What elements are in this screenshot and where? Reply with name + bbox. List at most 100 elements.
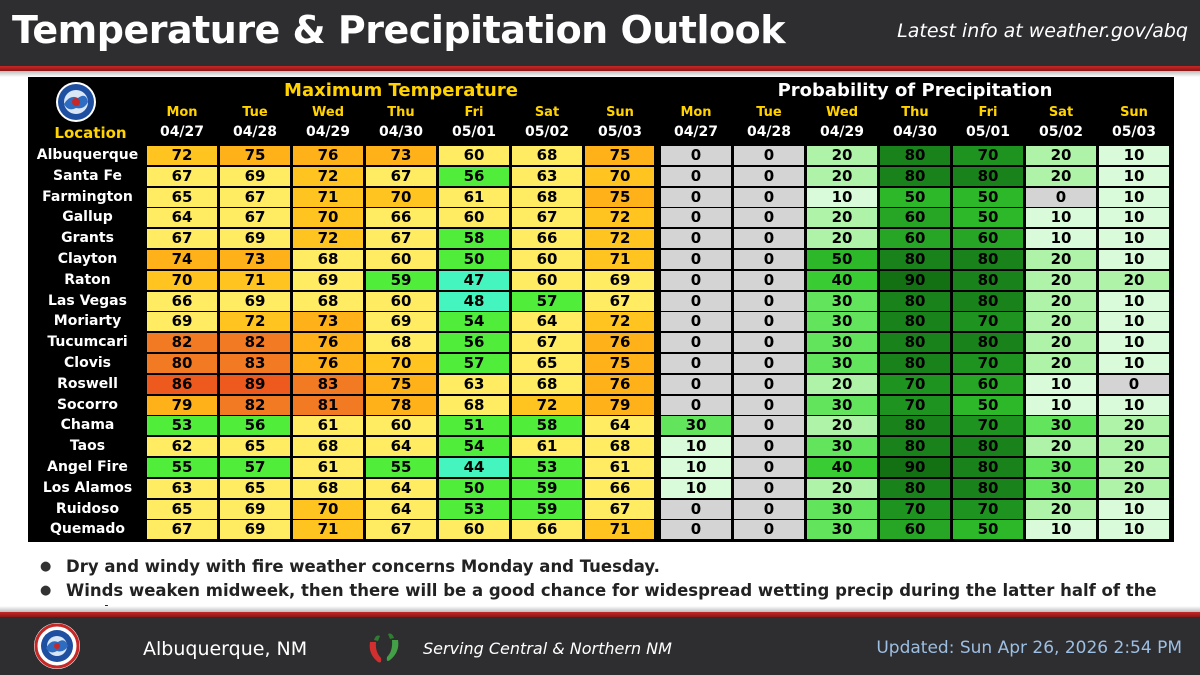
max-temp-cell: 54 <box>438 436 510 458</box>
max-temp-cell: 67 <box>584 498 656 520</box>
location-name: Chama <box>60 417 115 434</box>
pop-cell: 50 <box>879 186 951 208</box>
pop-cell: 0 <box>660 353 732 374</box>
max-temp-cell: 56 <box>438 165 510 187</box>
max-temp-cell: 64 <box>511 311 583 333</box>
pop-cell: 0 <box>733 519 805 541</box>
max-temp-cell: 61 <box>511 436 583 458</box>
pop-cell: 70 <box>879 394 951 416</box>
date-label: 04/29 <box>819 124 865 140</box>
col-header-pop-tue: Tue 04/28 <box>733 104 805 141</box>
pop-cell: 70 <box>952 498 1024 520</box>
max-temp-cell: 70 <box>292 498 364 520</box>
max-temp-cell: 75 <box>584 353 656 374</box>
pop-cell: 90 <box>879 457 951 478</box>
pop-cell: 0 <box>660 311 732 333</box>
max-temp-cell: 80 <box>146 353 218 374</box>
pop-cell: 80 <box>952 249 1024 270</box>
pop-cell: 80 <box>879 165 951 187</box>
pop-cell: 80 <box>879 436 951 458</box>
pop-cell: 0 <box>733 269 805 291</box>
max-temp-cell: 66 <box>511 519 583 541</box>
max-temp-cell: 76 <box>584 332 656 354</box>
pop-cell: 30 <box>806 394 878 416</box>
max-temp-cell: 82 <box>219 332 291 354</box>
max-temp-cell: 68 <box>365 332 437 354</box>
pop-cell: 10 <box>1098 145 1170 166</box>
table-row: Chama 53 56 61 60 51 58 64 30 0 20 80 70 30 20 <box>32 415 1172 437</box>
pop-cell: 0 <box>660 373 732 395</box>
pop-cell: 0 <box>733 228 805 250</box>
max-temp-cell: 57 <box>511 290 583 312</box>
pop-cell: 80 <box>879 415 951 437</box>
nws-logo-icon <box>34 623 80 669</box>
max-temp-cell: 70 <box>365 353 437 374</box>
max-temp-cell: 73 <box>219 249 291 270</box>
max-temp-cell: 67 <box>146 519 218 541</box>
max-temp-cell: 64 <box>365 477 437 499</box>
pop-cell: 0 <box>1025 186 1097 208</box>
max-temp-cell: 68 <box>292 290 364 312</box>
pop-cell: 20 <box>1025 249 1097 270</box>
pop-cell: 0 <box>733 498 805 520</box>
latest-info-link[interactable]: Latest info at weather.gov/abq <box>897 20 1188 42</box>
day-label: Fri <box>978 105 998 120</box>
max-temp-cell: 63 <box>511 165 583 187</box>
max-temp-cell: 44 <box>438 457 510 478</box>
pop-cell: 20 <box>1025 290 1097 312</box>
pop-cell: 20 <box>1025 145 1097 166</box>
max-temp-cell: 75 <box>584 145 656 166</box>
header-accent-bar <box>0 66 1200 71</box>
pop-cell: 0 <box>733 457 805 478</box>
pop-cell: 10 <box>660 477 732 499</box>
max-temp-cell: 68 <box>292 436 364 458</box>
max-temp-cell: 57 <box>438 353 510 374</box>
col-header-max-thu: Thu 04/30 <box>365 104 437 141</box>
max-temp-cell: 72 <box>292 228 364 250</box>
date-label: 04/30 <box>378 124 424 140</box>
max-temp-cell: 60 <box>365 415 437 437</box>
location-name: Tucumcari <box>47 334 128 351</box>
table-row: Grants 67 69 72 67 58 66 72 0 0 20 60 60 10 10 <box>32 228 1172 250</box>
pop-cell: 10 <box>1098 249 1170 270</box>
table-row: Angel Fire 55 57 61 55 44 53 61 10 0 40 90 80 30 20 <box>32 457 1172 478</box>
pop-cell: 10 <box>1098 332 1170 354</box>
table-row: Las Vegas 66 69 68 60 48 57 67 0 0 30 80 80 20 10 <box>32 290 1172 312</box>
pop-cell: 0 <box>733 290 805 312</box>
max-temp-cell: 75 <box>584 186 656 208</box>
location-name: Quemado <box>49 521 126 538</box>
max-temp-cell: 61 <box>584 457 656 478</box>
footer-shadow <box>0 606 1200 612</box>
pop-cell: 70 <box>879 373 951 395</box>
max-temp-cell: 57 <box>219 457 291 478</box>
pop-cell: 0 <box>660 394 732 416</box>
table-row: Raton 70 71 69 59 47 60 69 0 0 40 90 80 20 20 <box>32 269 1172 291</box>
date-label: 04/27 <box>673 124 719 140</box>
table-row: Santa Fe 67 69 72 67 56 63 70 0 0 20 80 80 20 10 <box>32 165 1172 187</box>
max-temp-cell: 66 <box>146 290 218 312</box>
max-temp-cell: 61 <box>292 415 364 437</box>
pop-cell: 0 <box>660 269 732 291</box>
date-label: 05/02 <box>524 124 570 140</box>
pop-cell: 0 <box>733 353 805 374</box>
pop-cell: 50 <box>952 186 1024 208</box>
max-temp-cell: 65 <box>146 498 218 520</box>
max-temp-cell: 48 <box>438 290 510 312</box>
footer-accent-bar <box>0 612 1200 617</box>
date-label: 04/28 <box>232 124 278 140</box>
max-temp-cell: 64 <box>146 207 218 229</box>
pop-cell: 30 <box>806 311 878 333</box>
table-row: Albuquerque 72 75 76 73 60 68 75 0 0 20 80 70 20 10 <box>32 145 1172 166</box>
max-temp-cell: 71 <box>292 519 364 541</box>
max-temp-cell: 59 <box>511 498 583 520</box>
max-temp-cell: 81 <box>292 394 364 416</box>
pop-cell: 10 <box>660 457 732 478</box>
max-temp-cell: 54 <box>438 311 510 333</box>
max-temp-cell: 59 <box>365 269 437 291</box>
pop-cell: 10 <box>1098 519 1170 541</box>
max-temp-cell: 60 <box>365 290 437 312</box>
max-temp-cell: 65 <box>219 436 291 458</box>
pop-cell: 80 <box>879 477 951 499</box>
pop-cell: 0 <box>660 207 732 229</box>
max-temp-cell: 65 <box>219 477 291 499</box>
